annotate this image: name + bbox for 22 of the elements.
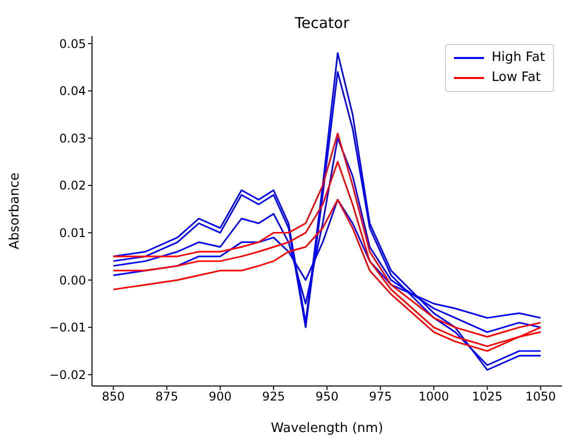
y-tick-label: 0.02 xyxy=(59,178,86,193)
y-tick-label: −0.02 xyxy=(49,368,86,382)
legend-label: Low Fat xyxy=(492,69,541,87)
x-tick-label: 1050 xyxy=(525,390,556,404)
y-tick-label: 0.01 xyxy=(59,226,86,240)
legend-label: High Fat xyxy=(492,49,545,67)
x-tick-label: 1000 xyxy=(418,390,450,404)
x-tick-label: 950 xyxy=(316,390,338,404)
x-tick-label: 850 xyxy=(102,390,125,404)
y-tick-label: 0.03 xyxy=(59,131,86,146)
x-tick-label: 875 xyxy=(155,390,178,404)
y-tick-label: 0.00 xyxy=(59,273,86,288)
y-axis-title: Absorbance xyxy=(8,172,23,250)
x-axis-title: Wavelength (nm) xyxy=(270,421,384,436)
x-tick-label: 975 xyxy=(368,390,392,404)
x-tick-label: 900 xyxy=(208,390,232,404)
x-tick-label: 1025 xyxy=(472,390,502,404)
y-tick-label: −0.01 xyxy=(49,320,86,335)
y-tick-label: 0.05 xyxy=(59,36,86,51)
y-tick-label: 0.04 xyxy=(59,84,86,98)
chart-title: Tecator xyxy=(294,14,350,32)
x-tick-label: 925 xyxy=(262,390,286,404)
